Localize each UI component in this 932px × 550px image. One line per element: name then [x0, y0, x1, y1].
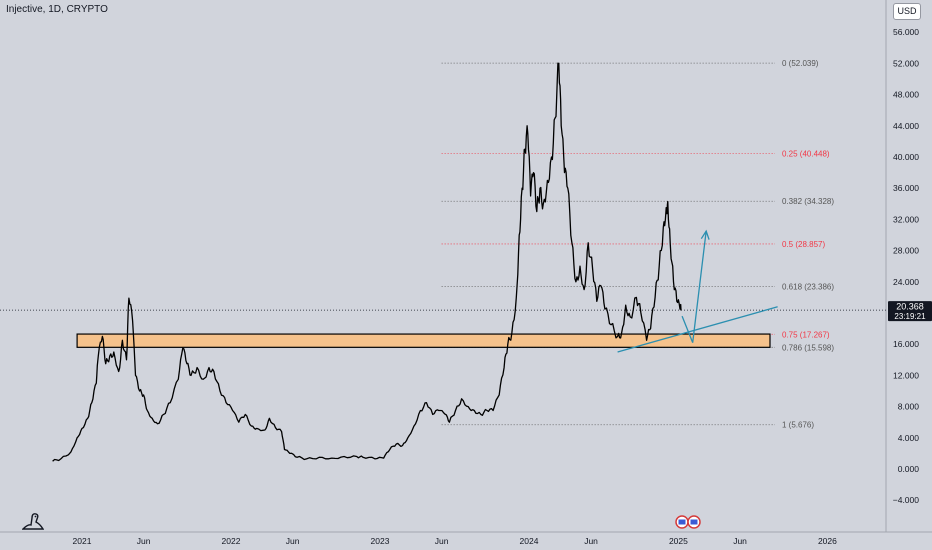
- y-tick-label: 16.000: [893, 339, 919, 349]
- y-tick-label: 56.000: [893, 27, 919, 37]
- y-tick-label: 48.000: [893, 90, 919, 100]
- current-price-badge: [888, 301, 932, 322]
- fib-level-label: 0.25 (40.448): [782, 150, 830, 159]
- price-series-line: [52, 62, 682, 462]
- fib-level-label: 0.382 (34.328): [782, 197, 834, 206]
- y-tick-label: 12.000: [893, 370, 919, 380]
- y-tick-label: 0.000: [898, 464, 920, 474]
- support-zone[interactable]: [76, 333, 771, 348]
- x-tick-label: Jun: [435, 536, 449, 546]
- tradingview-logo-icon: [22, 513, 44, 530]
- x-tick-label: 2025: [669, 536, 688, 546]
- event-flag-icon: [690, 519, 698, 525]
- y-tick-label: 36.000: [893, 183, 919, 193]
- trend-line[interactable]: [617, 306, 778, 353]
- y-tick-label: 44.000: [893, 121, 919, 131]
- x-tick-label: 2024: [520, 536, 539, 546]
- currency-button[interactable]: USD: [893, 3, 921, 20]
- fib-level-label: 0.75 (17.267): [782, 330, 830, 339]
- fib-level-label: 0.786 (15.598): [782, 343, 834, 352]
- fib-level-label: 0.5 (28.857): [782, 240, 825, 249]
- x-tick-label: 2023: [371, 536, 390, 546]
- current-price-value: 20.368: [896, 302, 924, 312]
- y-tick-label: −4.000: [893, 495, 920, 505]
- projection-arrowhead: [700, 229, 710, 240]
- x-tick-label: 2021: [73, 536, 92, 546]
- y-tick-label: 40.000: [893, 152, 919, 162]
- y-tick-label: 8.000: [898, 402, 920, 412]
- y-tick-label: 4.000: [898, 433, 920, 443]
- x-tick-label: 2026: [818, 536, 837, 546]
- x-tick-label: Jun: [137, 536, 151, 546]
- projection-path[interactable]: [681, 231, 707, 343]
- x-tick-label: Jun: [733, 536, 747, 546]
- x-tick-label: Jun: [286, 536, 300, 546]
- y-tick-label: 52.000: [893, 58, 919, 68]
- fib-level-label: 0.618 (23.386): [782, 283, 834, 292]
- x-tick-label: Jun: [584, 536, 598, 546]
- y-tick-label: 28.000: [893, 246, 919, 256]
- event-flag-icon: [678, 519, 686, 525]
- fib-level-label: 1 (5.676): [782, 421, 814, 430]
- chart-title: Injective, 1D, CRYPTO: [6, 4, 108, 15]
- fib-level-label: 0 (52.039): [782, 59, 819, 68]
- x-tick-label: 2022: [222, 536, 241, 546]
- y-tick-label: 24.000: [893, 277, 919, 287]
- y-tick-label: 32.000: [893, 214, 919, 224]
- candle-countdown: 23:19:21: [894, 312, 926, 321]
